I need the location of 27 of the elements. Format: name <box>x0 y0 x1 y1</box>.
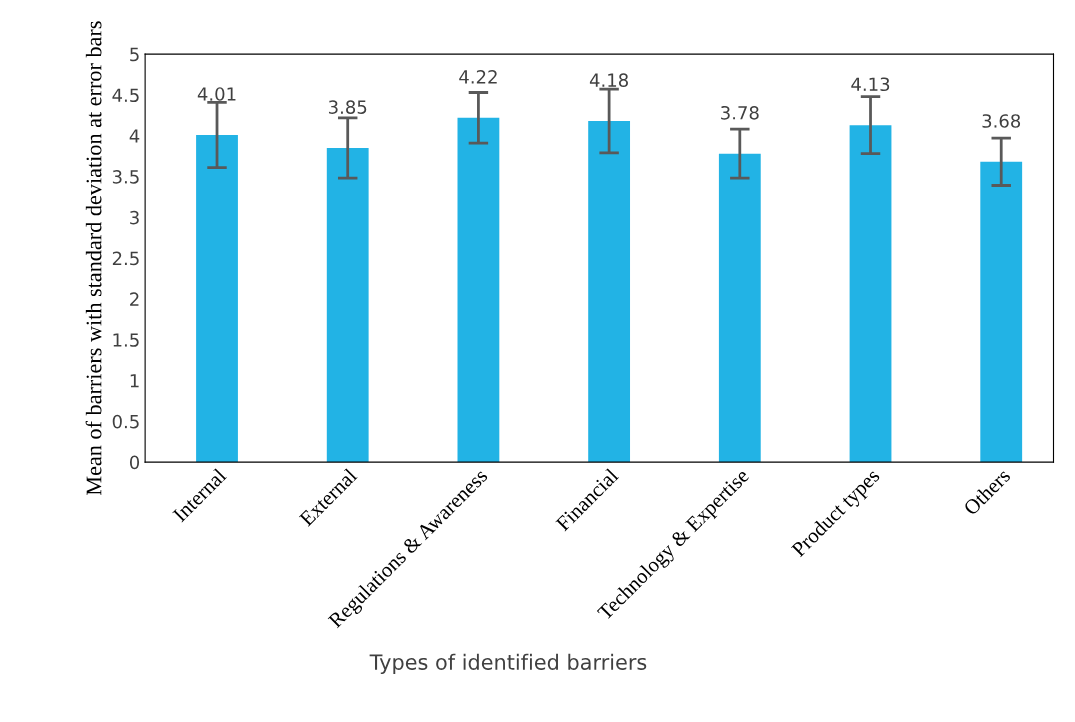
y-tick-label: 3.5 <box>112 169 139 184</box>
y-tick-label: 1 <box>130 374 139 388</box>
data-label: 4.13 <box>851 77 890 92</box>
data-label: 3.78 <box>721 105 759 120</box>
data-label: 4.18 <box>589 73 628 87</box>
bar <box>326 147 369 463</box>
y-tick-label: 2.5 <box>112 251 139 266</box>
x-axis-title: Types of identified barriers <box>369 653 647 674</box>
data-label: 3.68 <box>982 114 1021 128</box>
y-tick-label: 0 <box>129 455 140 470</box>
y-tick-label: 2 <box>130 292 139 306</box>
bar <box>718 153 761 463</box>
y-tick-label: 0.5 <box>112 414 139 429</box>
bar <box>196 134 238 463</box>
data-label: 4.22 <box>459 70 497 84</box>
bar <box>980 161 1023 463</box>
y-tick-label: 4 <box>129 129 140 143</box>
bar <box>849 125 892 463</box>
y-tick-label: 5 <box>130 47 139 62</box>
y-tick-label: 3 <box>130 210 139 225</box>
y-axis-title: Mean of barriers with standard deviation at error bars <box>85 21 102 496</box>
data-label: 4.01 <box>197 87 236 101</box>
bar <box>457 117 500 463</box>
y-tick-label: 1.5 <box>113 333 139 347</box>
bar <box>588 121 631 463</box>
y-tick-label: 4.5 <box>112 88 139 103</box>
data-label: 3.85 <box>328 100 367 114</box>
